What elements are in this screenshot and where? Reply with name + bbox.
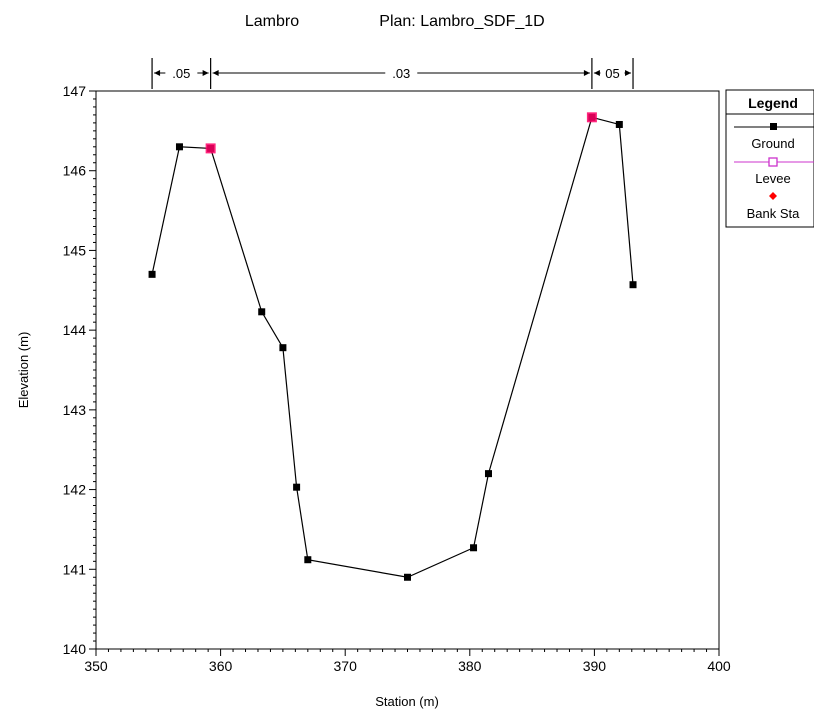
- manning-n-values: .05 .03 05: [151, 58, 634, 89]
- y-tick-label: 140: [63, 641, 87, 657]
- ground-point: [148, 270, 156, 278]
- ground-point: [629, 281, 637, 289]
- n-value-arrow-right: [202, 70, 209, 76]
- x-tick-label: 380: [458, 658, 482, 674]
- ground-point: [293, 483, 301, 491]
- chart-title-river: Lambro: [245, 13, 299, 30]
- y-tick-label: 141: [63, 561, 87, 577]
- legend-bank-sta-marker: [769, 192, 777, 200]
- n-value-arrow-left: [593, 70, 600, 76]
- bank-station-point: [586, 112, 597, 123]
- y-tick-label: 145: [63, 242, 87, 258]
- y-tick-label: 143: [63, 402, 87, 418]
- y-tick-label: 142: [63, 482, 87, 498]
- x-tick-label: 400: [707, 658, 731, 674]
- ground-point: [258, 308, 266, 316]
- chart-title-plan: Plan: Lambro_SDF_1D: [379, 13, 544, 30]
- n-value-arrow-left: [212, 70, 219, 76]
- y-tick-label: 146: [63, 163, 87, 179]
- n-value-arrow-left: [154, 70, 161, 76]
- x-axis: 350 360 370 380 390 400: [84, 649, 731, 674]
- ground-point: [175, 143, 183, 151]
- legend-title: Legend: [748, 95, 798, 111]
- legend-entry-ground: Ground: [751, 136, 794, 151]
- x-tick-label: 350: [84, 658, 108, 674]
- legend-ground-marker: [770, 123, 777, 130]
- data-series: [148, 112, 637, 581]
- y-tick-label: 144: [63, 322, 87, 338]
- x-tick-label: 360: [209, 658, 233, 674]
- legend-levee-marker: [768, 157, 778, 167]
- legend: Legend Ground Levee Bank Sta: [725, 89, 814, 228]
- ground-point: [470, 544, 478, 552]
- n-value-label: .03: [392, 66, 410, 81]
- y-axis: 140 141 142 143 144 145 146 147: [63, 83, 96, 657]
- bank-station-point: [205, 143, 216, 154]
- ground-point: [404, 573, 411, 581]
- legend-entry-levee: Levee: [755, 171, 790, 186]
- ground-point: [615, 120, 623, 128]
- n-value-arrow-right: [583, 70, 590, 76]
- ground-line: [151, 116, 634, 578]
- ground-point: [304, 556, 312, 564]
- x-axis-label: Station (m): [375, 694, 439, 709]
- x-tick-label: 370: [334, 658, 358, 674]
- legend-entry-bank-sta: Bank Sta: [747, 206, 801, 221]
- x-tick-label: 390: [583, 658, 607, 674]
- n-value-label: .05: [172, 66, 190, 81]
- ground-point: [279, 344, 287, 352]
- y-tick-label: 147: [63, 83, 87, 99]
- n-value-arrow-right: [625, 70, 632, 76]
- plot-area: [95, 90, 720, 650]
- n-value-label: 05: [605, 66, 619, 81]
- ground-point: [484, 470, 492, 478]
- y-axis-label: Elevation (m): [16, 332, 31, 409]
